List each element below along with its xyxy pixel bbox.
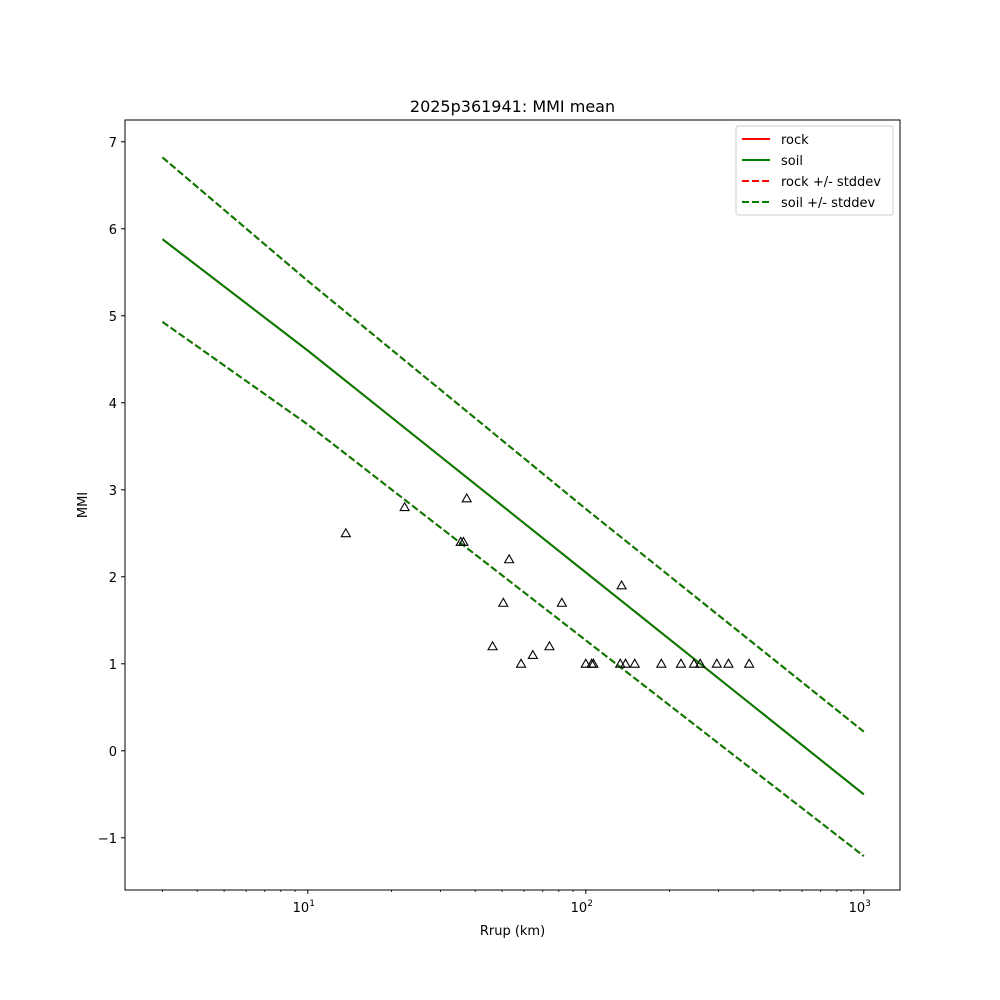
observation-marker — [487, 640, 499, 651]
y-tick-label: 0 — [109, 745, 117, 760]
observation-marker — [723, 658, 734, 668]
axes-frame — [124, 119, 901, 891]
observation-marker — [497, 597, 509, 607]
series-line-soil-stddev-5 — [161, 321, 865, 857]
observation-marker — [620, 658, 631, 668]
legend-box — [735, 125, 894, 216]
legend: rock soil rock +/- stddev soil +/- stddev — [735, 125, 894, 216]
observation-marker — [629, 658, 641, 668]
series-line-soil-stddev-4 — [161, 156, 865, 733]
observation-marker — [457, 536, 469, 546]
observation-marker — [399, 501, 411, 512]
observation-marker — [340, 527, 352, 538]
observation-marker — [655, 658, 667, 668]
y-tick-label: 2 — [109, 571, 117, 586]
y-axis: −1 0 1 2 3 4 5 6 7 — [98, 136, 125, 847]
y-tick-label: 3 — [109, 484, 117, 499]
observation-marker — [587, 658, 599, 668]
observation-marker — [527, 649, 539, 660]
observation-marker — [694, 658, 706, 668]
y-axis-label: MMI — [76, 492, 91, 518]
observation-marker — [614, 658, 626, 668]
y-tick-label: 7 — [109, 136, 117, 151]
series-line-soil-1 — [161, 238, 865, 796]
observation-marker — [616, 579, 628, 590]
observation-marker — [688, 658, 700, 668]
legend-label: soil +/- stddev — [781, 196, 876, 211]
plot-area — [161, 156, 865, 857]
legend-label: soil — [781, 154, 803, 169]
y-tick-label: 6 — [109, 223, 117, 238]
y-tick-label: 4 — [109, 397, 117, 412]
observation-marker — [543, 640, 555, 651]
legend-label: rock +/- stddev — [781, 175, 881, 190]
observation-marker — [711, 658, 723, 668]
y-tick-label: −1 — [98, 832, 117, 847]
observation-marker — [743, 658, 755, 668]
chart-title: 2025p361941: MMI mean — [410, 97, 615, 116]
observation-marker — [515, 658, 527, 668]
y-tick-label: 5 — [109, 310, 117, 325]
observation-marker — [556, 597, 568, 607]
observation-marker — [503, 553, 515, 564]
observation-marker — [675, 658, 687, 668]
y-tick-label: 1 — [109, 658, 117, 673]
x-axis-label: Rrup (km) — [480, 924, 545, 939]
observation-marker — [461, 492, 473, 503]
legend-label: rock — [781, 133, 809, 148]
observation-marker — [580, 658, 592, 668]
